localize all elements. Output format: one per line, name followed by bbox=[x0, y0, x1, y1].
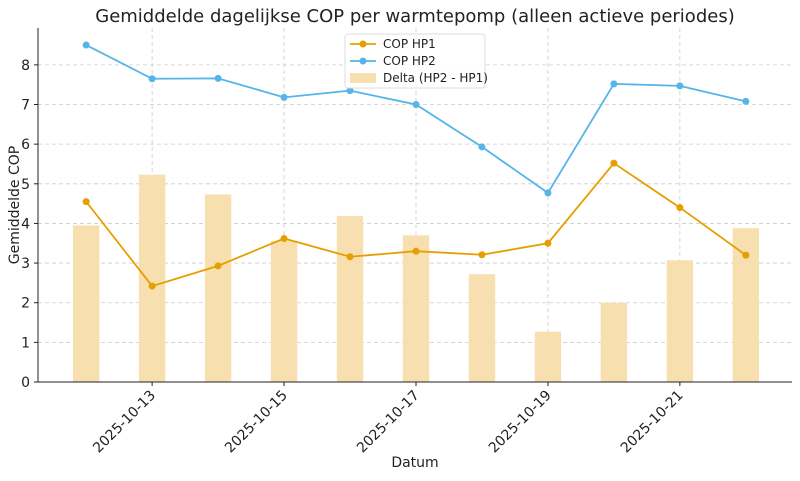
x-tick-label: 2025-10-17 bbox=[354, 388, 423, 457]
y-tick-label: 7 bbox=[21, 98, 30, 114]
y-tick-label: 5 bbox=[21, 177, 30, 193]
point-hp1 bbox=[346, 253, 354, 261]
legend-marker bbox=[359, 57, 367, 65]
y-tick-label: 2 bbox=[21, 296, 30, 312]
x-tick-label: 2025-10-19 bbox=[486, 388, 555, 457]
legend-swatch bbox=[350, 73, 376, 83]
delta-bar bbox=[732, 228, 760, 382]
point-hp2 bbox=[478, 143, 486, 151]
y-tick-label: 8 bbox=[21, 58, 30, 74]
chart-title: Gemiddelde dagelijkse COP per warmtepomp… bbox=[95, 6, 734, 27]
point-hp2 bbox=[148, 75, 156, 83]
point-hp1 bbox=[544, 239, 552, 247]
delta-bar bbox=[336, 215, 364, 382]
x-tick-label: 2025-10-15 bbox=[222, 388, 291, 457]
point-hp2 bbox=[280, 93, 288, 101]
point-hp2 bbox=[610, 80, 618, 88]
x-axis-label: Datum bbox=[391, 455, 438, 471]
delta-bar bbox=[600, 302, 628, 382]
y-tick-label: 3 bbox=[21, 256, 30, 272]
point-hp2 bbox=[412, 101, 420, 109]
point-hp1 bbox=[610, 159, 618, 167]
point-hp2 bbox=[544, 189, 552, 197]
point-hp1 bbox=[214, 262, 222, 270]
point-hp2 bbox=[676, 82, 684, 90]
legend-marker bbox=[359, 40, 367, 48]
point-hp1 bbox=[82, 198, 90, 206]
delta-bar bbox=[204, 194, 232, 382]
y-tick-label: 6 bbox=[21, 137, 30, 153]
legend: COP HP1 COP HP2 Delta (HP2 - HP1) bbox=[344, 33, 488, 89]
legend-label: COP HP2 bbox=[383, 54, 436, 68]
point-hp1 bbox=[676, 204, 684, 212]
legend-box bbox=[344, 33, 486, 89]
x-tick-label: 2025-10-21 bbox=[618, 388, 687, 457]
delta-bar bbox=[534, 331, 562, 382]
point-hp1 bbox=[148, 282, 156, 290]
y-tick-label: 1 bbox=[21, 335, 30, 351]
delta-bar bbox=[402, 235, 430, 382]
legend-label: COP HP1 bbox=[383, 37, 436, 51]
delta-bar bbox=[72, 225, 100, 382]
point-hp2 bbox=[346, 87, 354, 95]
y-axis-label: Gemiddelde COP bbox=[7, 146, 23, 264]
point-hp2 bbox=[82, 41, 90, 49]
point-hp1 bbox=[478, 251, 486, 259]
point-hp1 bbox=[742, 251, 750, 259]
point-hp1 bbox=[412, 247, 420, 255]
point-hp2 bbox=[742, 97, 750, 105]
delta-bar bbox=[138, 174, 166, 382]
y-tick-label: 4 bbox=[21, 216, 30, 232]
x-tick-label: 2025-10-13 bbox=[90, 388, 159, 457]
point-hp2 bbox=[214, 74, 222, 82]
point-hp1 bbox=[280, 234, 288, 242]
legend-label: Delta (HP2 - HP1) bbox=[383, 71, 488, 85]
delta-bar bbox=[468, 274, 496, 382]
delta-bar bbox=[666, 260, 694, 382]
delta-bar bbox=[270, 240, 298, 382]
y-tick-label: 0 bbox=[21, 375, 30, 391]
